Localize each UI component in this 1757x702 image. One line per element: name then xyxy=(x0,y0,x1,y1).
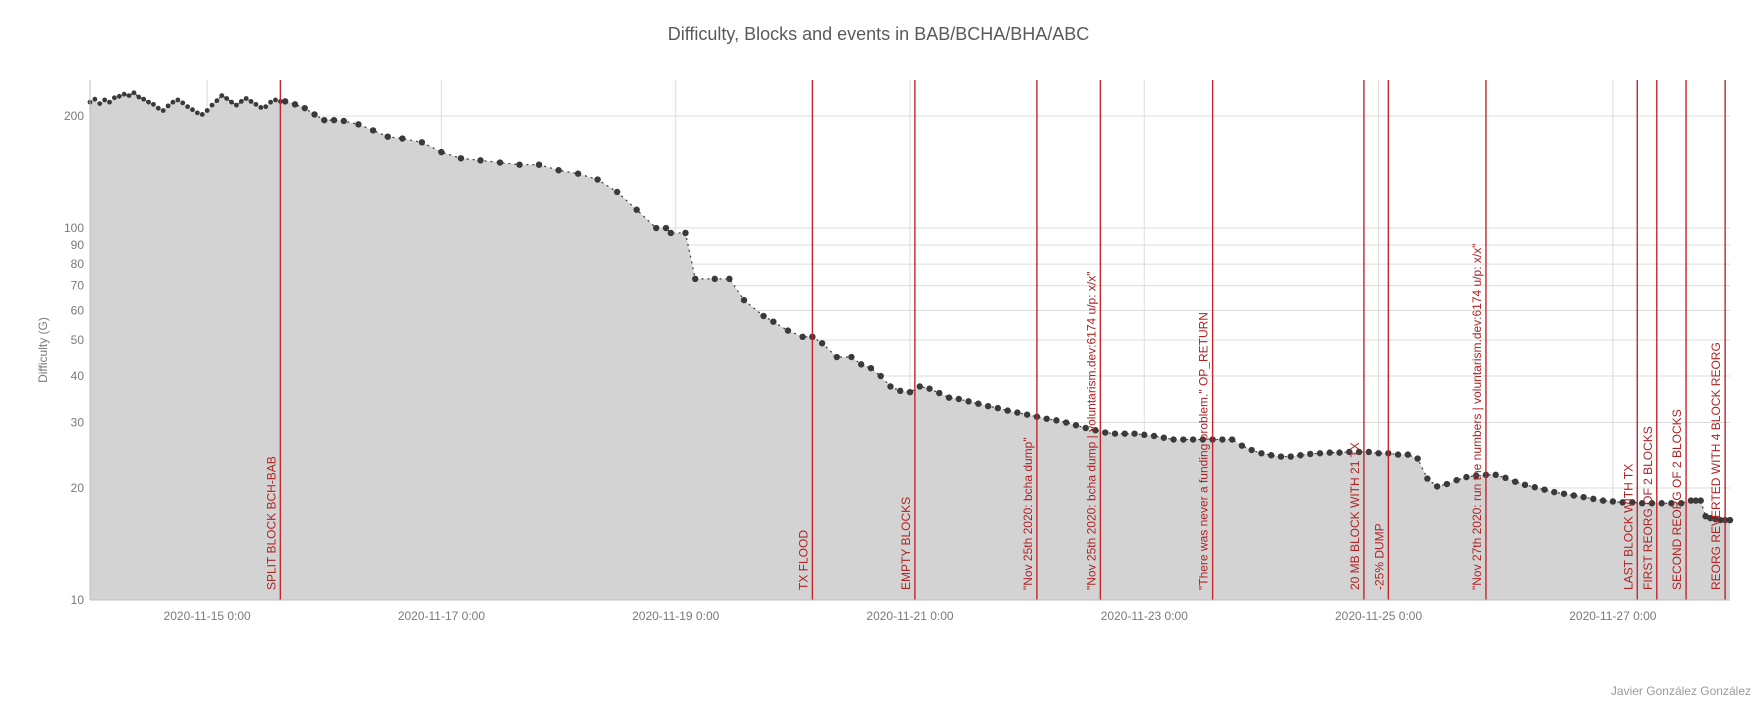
x-tick-label: 2020-11-27 0:00 xyxy=(1569,609,1657,623)
y-tick-label: 20 xyxy=(71,481,85,495)
chart-title: Difficulty, Blocks and events in BAB/BCH… xyxy=(0,0,1757,64)
event-label: "Nov 27th 2020: run the numbers | volunt… xyxy=(1470,244,1484,591)
x-tick-label: 2020-11-15 0:00 xyxy=(164,609,252,623)
event-label: 20 MB BLOCK WITH 21 TX xyxy=(1348,442,1362,590)
y-tick-label: 60 xyxy=(71,304,85,318)
x-tick-label: 2020-11-17 0:00 xyxy=(398,609,486,623)
y-axis-label: Difficulty (G) xyxy=(36,317,50,383)
x-tick-label: 2020-11-19 0:00 xyxy=(632,609,720,623)
y-tick-label: 90 xyxy=(71,238,85,252)
y-tick-label: 50 xyxy=(71,333,85,347)
event-label: TX FLOOD xyxy=(796,530,810,590)
event-label: -25% DUMP xyxy=(1372,523,1386,590)
y-tick-label: 200 xyxy=(64,109,84,123)
event-label: "Nov 25th 2020: bcha dump | voluntarism.… xyxy=(1084,272,1098,591)
chart-container: Difficulty (G) SPLIT BLOCK BCH-BABTX FLO… xyxy=(50,70,1750,630)
y-tick-label: 30 xyxy=(71,416,85,430)
y-tick-label: 10 xyxy=(71,593,85,607)
event-label: "There was never a funding problem." OP_… xyxy=(1197,312,1211,590)
event-label: REORG REVERTED WITH 4 BLOCK REORG xyxy=(1709,342,1723,590)
credit-text: Javier González González xyxy=(1611,684,1751,698)
y-tick-label: 80 xyxy=(71,257,85,271)
y-tick-label: 100 xyxy=(64,221,84,235)
event-label: "Nov 25th 2020: bcha dump" xyxy=(1021,437,1035,590)
event-label: LAST BLOCK WITH TX xyxy=(1621,464,1635,590)
x-tick-label: 2020-11-25 0:00 xyxy=(1335,609,1423,623)
event-label: SECOND REORG OF 2 BLOCKS xyxy=(1670,409,1684,590)
chart-svg: SPLIT BLOCK BCH-BAB TX FLOOD EMPTY BLOCKS "… xyxy=(50,70,1750,630)
event-label: FIRST REORG OF 2 BLOCKS xyxy=(1641,426,1655,590)
x-tick-label: 2020-11-21 0:00 xyxy=(866,609,954,623)
y-tick-label: 40 xyxy=(71,369,85,383)
event-label: SPLIT BLOCK BCH-BAB xyxy=(264,456,278,590)
event-label: EMPTY BLOCKS xyxy=(899,497,913,590)
y-tick-label: 70 xyxy=(71,279,85,293)
x-tick-label: 2020-11-23 0:00 xyxy=(1101,609,1189,623)
